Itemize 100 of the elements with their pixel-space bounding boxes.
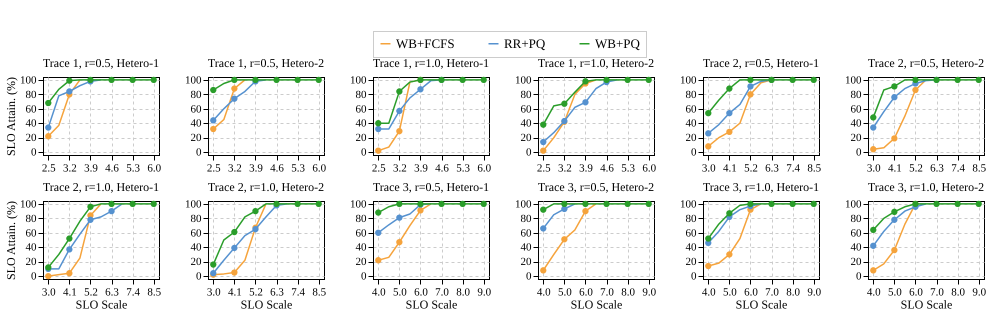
point <box>582 208 589 214</box>
y-tick-label: 40 <box>686 118 697 130</box>
y-tick-label: 0 <box>361 146 367 159</box>
x-tick-label: 6.0 <box>642 162 657 174</box>
x-tick-label: 7.4 <box>951 162 966 174</box>
y-tick-label: 100 <box>350 74 367 86</box>
point <box>108 200 115 208</box>
y-tick-label: 20 <box>850 256 862 268</box>
point <box>726 85 733 92</box>
legend-label: RR+PQ <box>504 36 546 51</box>
y-tick-label: 80 <box>190 88 202 101</box>
y-tick-label: 0 <box>31 270 37 283</box>
y-tick-label: 100 <box>515 198 532 210</box>
x-axis-title: SLO Scale <box>240 298 292 312</box>
point <box>294 200 301 208</box>
x-tick-label: 4.6 <box>600 162 614 174</box>
x-tick-label: 4.1 <box>228 286 242 298</box>
y-tick-label: 0 <box>856 270 862 283</box>
chart-title: Trace 3, r=0.5, Hetero-2 <box>538 180 654 194</box>
x-tick-label: 4.1 <box>722 162 737 174</box>
point <box>624 76 631 84</box>
chart-title: Trace 1, r=0.5, Hetero-1 <box>42 56 160 70</box>
y-tick-label: 100 <box>20 198 37 210</box>
point <box>396 200 403 208</box>
point <box>789 76 796 84</box>
point <box>726 110 733 116</box>
y-tick-label: 20 <box>520 256 532 268</box>
x-tick-label: 6.0 <box>477 162 492 174</box>
point <box>231 228 238 236</box>
x-tick-label: 7.4 <box>786 162 801 174</box>
y-tick-label: 80 <box>26 212 37 225</box>
point <box>705 262 712 270</box>
chart-title: Trace 3, r=1.0, Hetero-2 <box>868 180 984 194</box>
point <box>891 208 898 215</box>
point <box>231 85 238 92</box>
point <box>66 77 73 84</box>
chart-title: Trace 2, r=1.0, Hetero-2 <box>208 180 324 194</box>
point <box>726 128 733 136</box>
x-tick-label: 3.0 <box>42 286 56 298</box>
point <box>624 200 631 208</box>
x-tick-label: 7.4 <box>126 286 141 298</box>
point <box>45 272 52 280</box>
point <box>561 236 568 242</box>
point <box>438 200 445 208</box>
y-tick-label: 60 <box>190 227 202 240</box>
y-tick-label: 0 <box>691 146 697 159</box>
x-axis-title: SLO Scale <box>76 298 128 312</box>
x-tick-label: 4.0 <box>372 286 386 298</box>
point <box>976 76 982 84</box>
point <box>417 86 424 92</box>
y-tick-label: 40 <box>850 242 862 254</box>
x-tick-label: 3.9 <box>579 162 594 174</box>
point <box>231 269 238 276</box>
y-tick-label: 40 <box>520 242 532 254</box>
x-tick-label: 6.0 <box>312 162 327 174</box>
x-tick-label: 6.0 <box>579 286 594 298</box>
y-tick-label: 80 <box>686 88 697 101</box>
point <box>129 76 136 84</box>
x-tick-label: 7.0 <box>435 286 450 298</box>
point <box>459 200 466 208</box>
point <box>891 246 898 254</box>
point <box>540 267 546 274</box>
x-tick-label: 9.0 <box>807 286 822 298</box>
point <box>705 143 712 150</box>
point <box>87 216 94 223</box>
x-tick-label: 5.0 <box>722 286 738 298</box>
y-tick-label: 20 <box>26 256 37 268</box>
point <box>933 200 940 208</box>
x-tick-label: 8.5 <box>972 162 987 174</box>
y-axis-title: SLO Attain. (%) <box>4 201 18 280</box>
point <box>726 210 733 216</box>
y-tick-label: 20 <box>356 132 367 144</box>
y-tick-label: 60 <box>850 103 862 116</box>
x-tick-label: 5.2 <box>84 286 98 298</box>
point <box>66 235 73 242</box>
x-tick-label: 5.3 <box>621 162 636 174</box>
y-tick-label: 0 <box>196 270 202 283</box>
y-tick-label: 100 <box>845 198 862 210</box>
y-tick-label: 80 <box>850 212 862 225</box>
point <box>459 76 466 84</box>
y-tick-label: 100 <box>185 198 202 210</box>
y-tick-label: 100 <box>680 198 697 210</box>
point <box>646 76 652 84</box>
y-tick-label: 20 <box>686 256 697 268</box>
point <box>561 200 568 208</box>
y-tick-label: 100 <box>185 74 202 86</box>
x-tick-label: 4.1 <box>62 286 77 298</box>
point <box>976 200 982 208</box>
point <box>954 200 961 208</box>
point <box>540 138 546 146</box>
x-tick-label: 6.3 <box>930 162 944 174</box>
x-tick-label: 8.0 <box>951 286 966 298</box>
point <box>396 108 403 114</box>
point <box>396 214 403 221</box>
y-tick-label: 60 <box>686 227 697 240</box>
x-tick-label: 3.0 <box>206 286 222 298</box>
point <box>252 208 259 214</box>
x-tick-label: 5.3 <box>456 162 471 174</box>
point <box>210 86 216 94</box>
point <box>87 204 94 210</box>
